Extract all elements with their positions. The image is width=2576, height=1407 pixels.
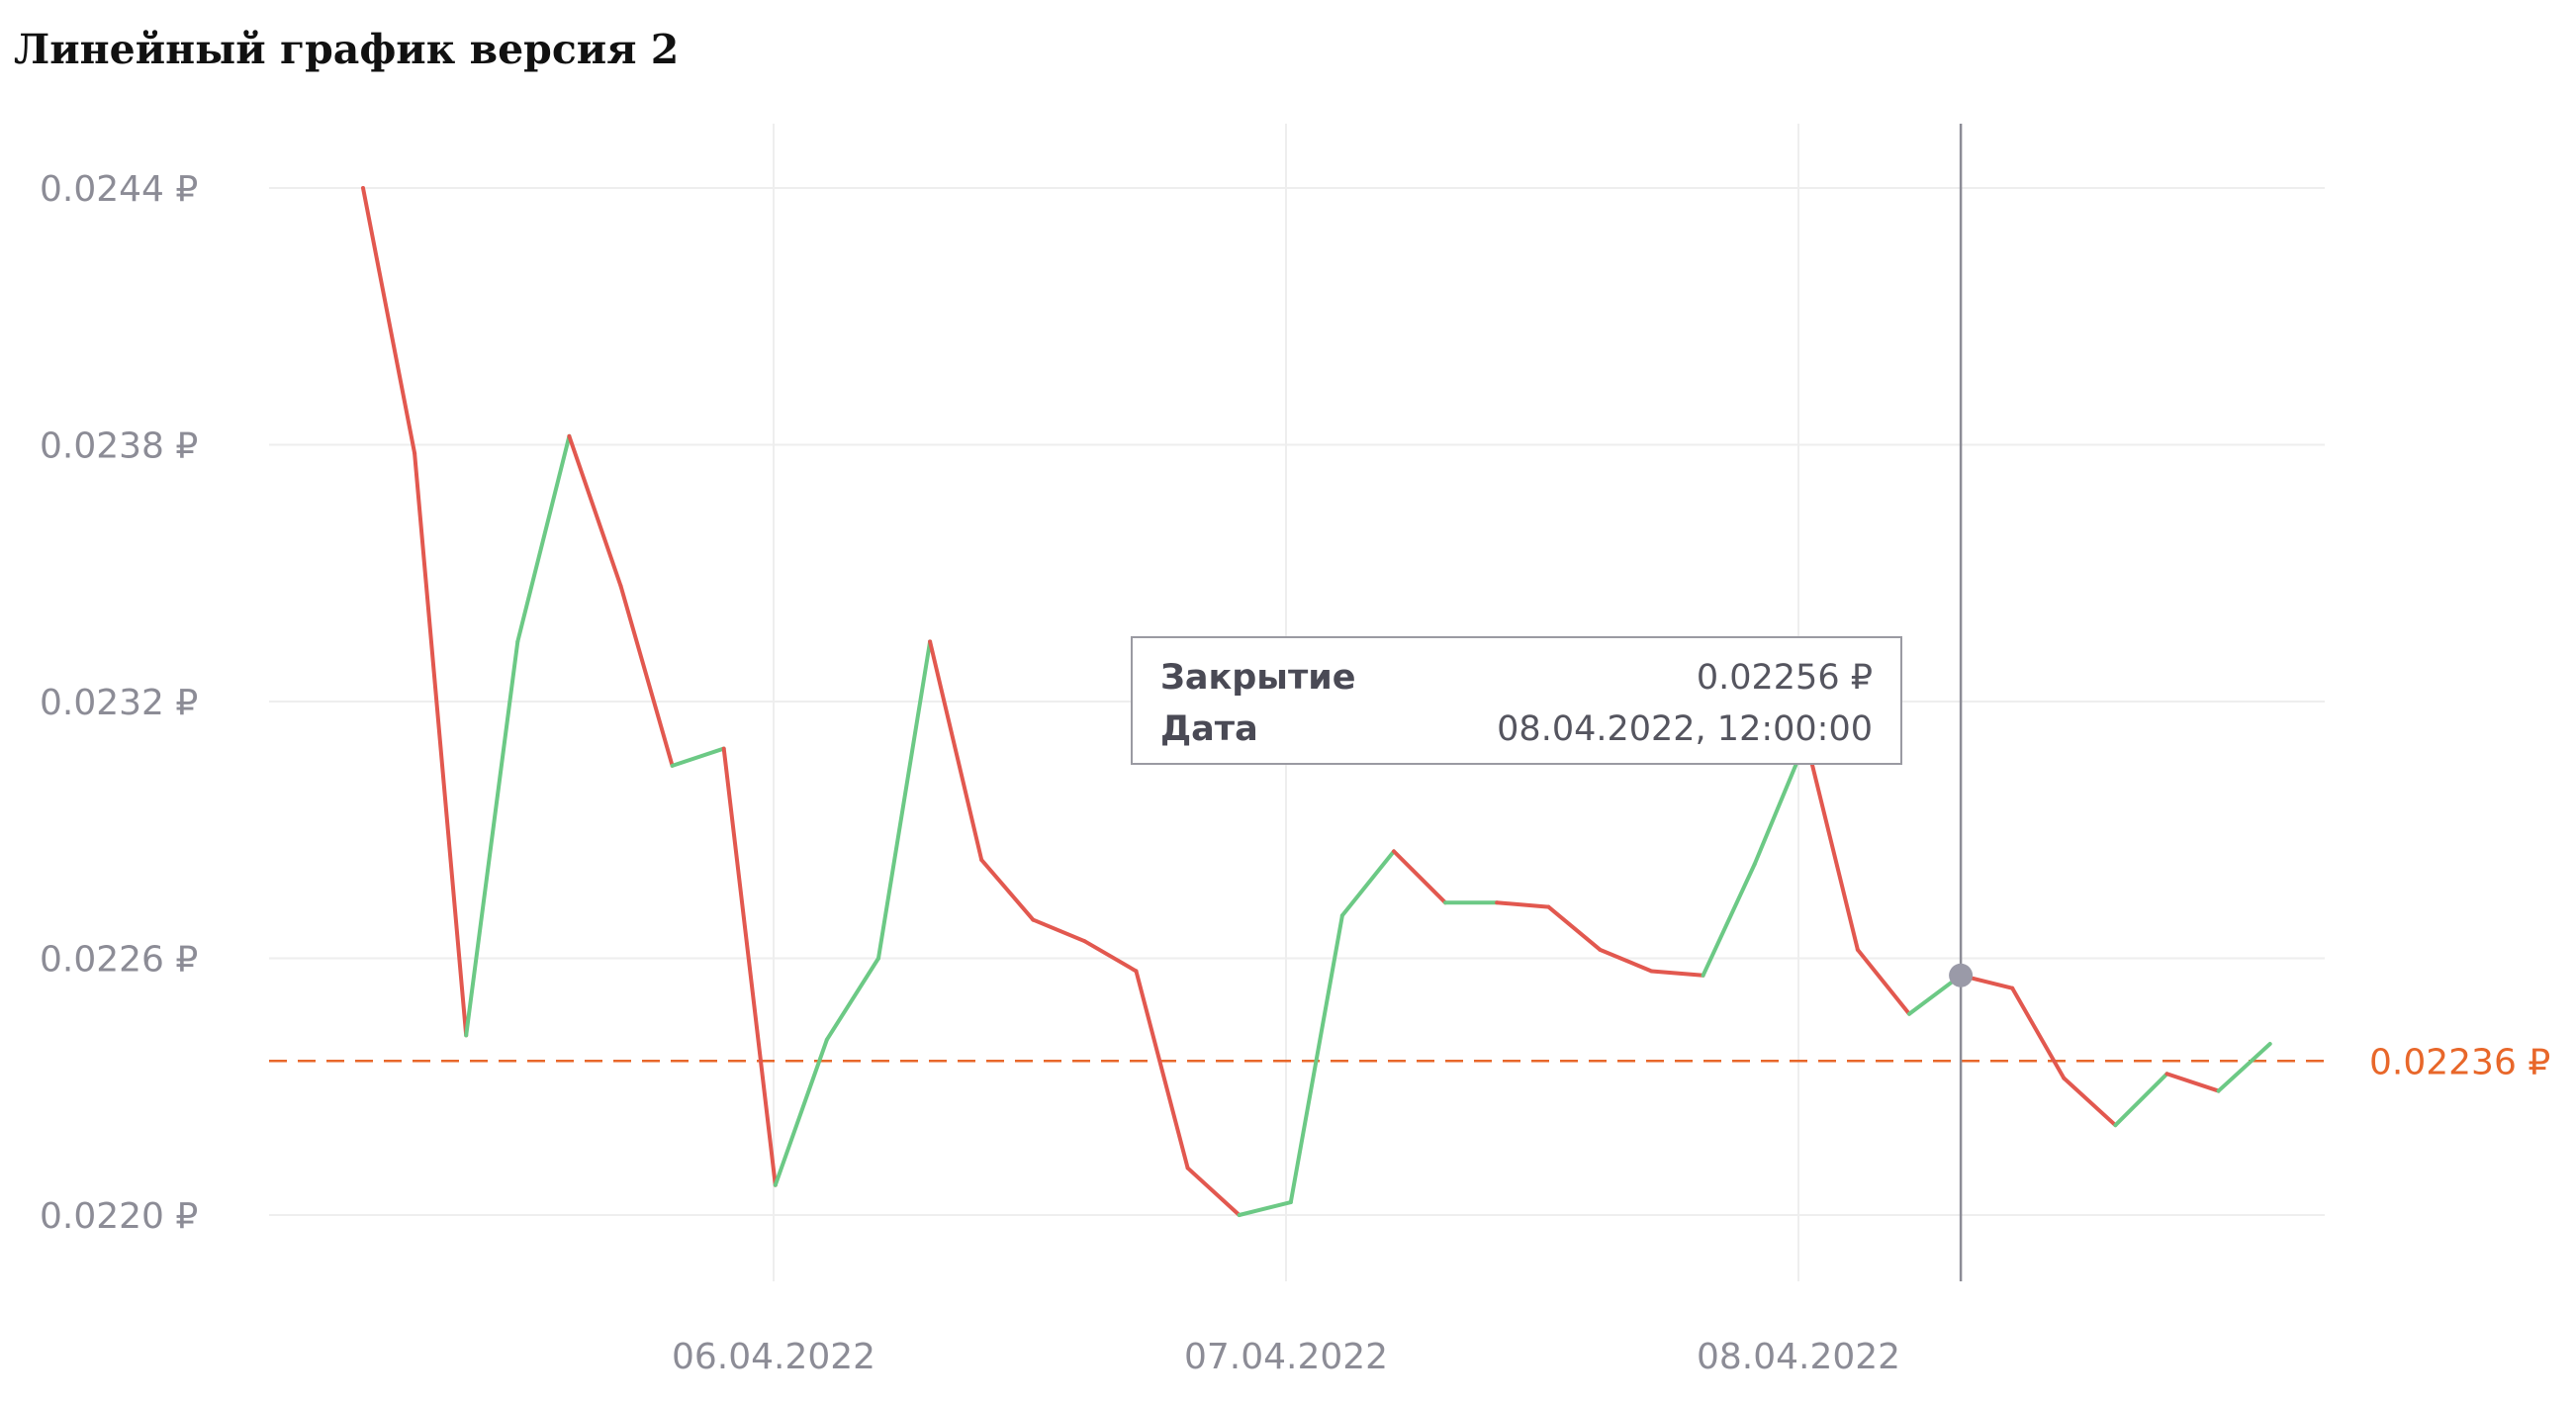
- tooltip-date-value: 08.04.2022, 12:00:00: [1497, 709, 1873, 749]
- hover-point-marker: [1949, 963, 1974, 987]
- reference-line-group: 0.02236 ₽: [269, 1042, 2550, 1082]
- line-segment-down[interactable]: [1082, 939, 1139, 974]
- line-segment-down[interactable]: [1392, 849, 1448, 905]
- line-segment-down[interactable]: [1134, 969, 1190, 1171]
- line-segment-down[interactable]: [1495, 900, 1551, 909]
- y-tick-label: 0.0220 ₽: [40, 1196, 198, 1237]
- line-segment-down[interactable]: [928, 639, 984, 863]
- line-segment-down[interactable]: [361, 186, 417, 456]
- line-segment-down[interactable]: [2164, 1072, 2221, 1093]
- line-segment-down[interactable]: [1803, 737, 1860, 952]
- x-tick-label: 07.04.2022: [1184, 1337, 1388, 1377]
- tooltip-close-value: 0.02256 ₽: [1696, 658, 1873, 698]
- line-segment-up[interactable]: [2113, 1072, 2169, 1128]
- line-segment-down[interactable]: [979, 858, 1036, 922]
- line-segment-up[interactable]: [670, 746, 726, 768]
- line-segment-down[interactable]: [1546, 904, 1603, 952]
- line-segment-up[interactable]: [1339, 849, 1396, 918]
- tick-labels: 0.0220 ₽ 0.0226 ₽ 0.0232 ₽ 0.0238 ₽ 0.0244 ₽…: [40, 169, 1900, 1377]
- line-segment-up[interactable]: [824, 956, 880, 1042]
- y-tick-label: 0.0232 ₽: [40, 683, 198, 723]
- line-segment-up[interactable]: [773, 1037, 829, 1187]
- tooltip-date-label: Дата: [1160, 709, 1258, 749]
- tooltip-row-date: Дата 08.04.2022, 12:00:00: [1160, 704, 1873, 755]
- line-segment-down[interactable]: [1855, 947, 1911, 1016]
- line-segment-down[interactable]: [721, 746, 778, 1187]
- line-segment-down[interactable]: [1649, 969, 1705, 978]
- page-title: Линейный график версия 2: [14, 26, 680, 73]
- reference-line-label: 0.02236 ₽: [2369, 1042, 2550, 1082]
- marker-group: [1949, 963, 1974, 987]
- line-segment-down[interactable]: [2010, 985, 2067, 1080]
- line-segment-up[interactable]: [876, 639, 933, 961]
- line-segment-down[interactable]: [567, 433, 623, 589]
- y-tick-label: 0.0238 ₽: [40, 426, 198, 467]
- line-segment-up[interactable]: [1288, 913, 1344, 1205]
- line-segment-down[interactable]: [618, 584, 675, 768]
- line-segment-down[interactable]: [1031, 917, 1087, 944]
- line-segment-up[interactable]: [2216, 1042, 2272, 1093]
- line-segment-up[interactable]: [1237, 1200, 1293, 1217]
- tooltip: Закрытие 0.02256 ₽ Дата 08.04.2022, 12:0…: [1131, 636, 1902, 765]
- line-segment-down[interactable]: [413, 451, 469, 1038]
- y-tick-label: 0.0226 ₽: [40, 940, 198, 981]
- line-segment-down[interactable]: [2062, 1076, 2118, 1128]
- x-tick-label: 08.04.2022: [1697, 1337, 1900, 1377]
- line-segment-down[interactable]: [1185, 1166, 1242, 1217]
- y-tick-label: 0.0244 ₽: [40, 169, 198, 210]
- line-segment-down[interactable]: [1598, 947, 1654, 974]
- tooltip-close-label: Закрытие: [1160, 658, 1356, 698]
- line-segment-up[interactable]: [515, 433, 572, 644]
- tooltip-row-close: Закрытие 0.02256 ₽: [1160, 652, 1873, 704]
- line-segment-up[interactable]: [464, 639, 520, 1038]
- x-tick-label: 06.04.2022: [672, 1337, 875, 1377]
- line-segment-up[interactable]: [1701, 862, 1757, 978]
